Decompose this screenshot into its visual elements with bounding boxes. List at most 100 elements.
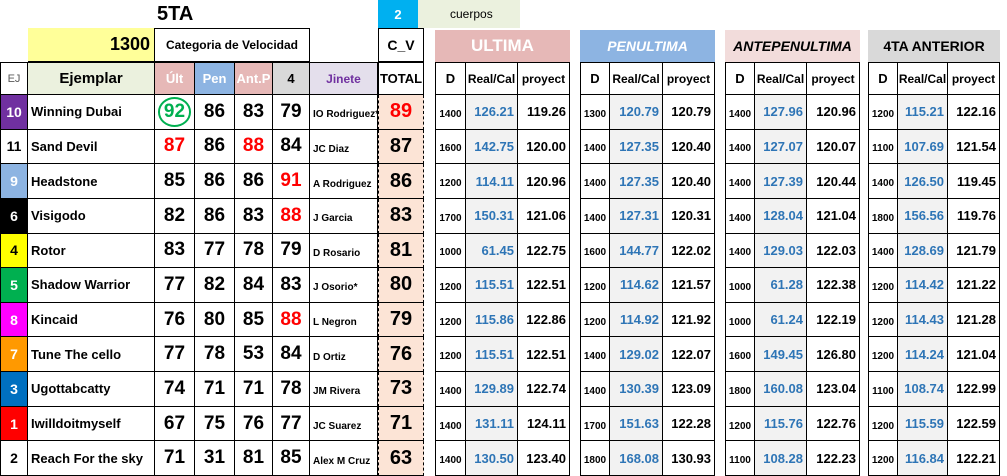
race-label: 5TA — [157, 2, 194, 25]
distance: 1400 — [580, 129, 610, 165]
jockey: J Osorio* — [310, 268, 378, 303]
total: 80 — [378, 268, 424, 303]
speed-rating: 71 — [155, 441, 195, 476]
projected-time: 122.38 — [807, 268, 860, 303]
distance: 1400 — [435, 372, 466, 407]
column-header: EJ — [0, 62, 28, 95]
column-header: Pen — [195, 62, 235, 95]
projected-time: 121.92 — [663, 302, 715, 338]
horse-name: Sand Devil — [28, 129, 155, 165]
distance: 1200 — [435, 268, 466, 303]
total: 73 — [378, 372, 424, 407]
speed-rating: 80 — [195, 302, 235, 338]
real-time: 114.42 — [898, 268, 948, 303]
column-header: Últ — [155, 62, 195, 95]
total: 76 — [378, 337, 424, 373]
category-label: Categoria de Velocidad — [155, 28, 310, 62]
sub-column-header: Real/Cal — [755, 62, 807, 95]
jockey: IO Rodriguez* — [310, 95, 378, 130]
distance: 1200 — [868, 268, 898, 303]
total: 89 — [378, 95, 424, 130]
speed-rating: 86 — [235, 164, 273, 199]
speed-rating: 87 — [155, 129, 195, 165]
speed-rating: 86 — [195, 95, 235, 130]
distance: 1300 — [580, 95, 610, 130]
distance: 1200 — [435, 164, 466, 199]
real-time: 114.11 — [466, 164, 518, 199]
speed-rating: 79 — [273, 233, 310, 269]
speed-rating: 92 — [155, 95, 195, 130]
distance: 1400 — [435, 406, 466, 442]
speed-rating: 84 — [273, 129, 310, 165]
distance: 1600 — [435, 129, 466, 165]
entry-number: 1 — [0, 406, 28, 442]
projected-time: 122.16 — [948, 95, 1000, 130]
speed-rating: 85 — [235, 302, 273, 338]
speed-rating: 88 — [273, 302, 310, 338]
sub-column-header: D — [725, 62, 755, 95]
entry-number: 7 — [0, 337, 28, 373]
sub-column-header: Real/Cal — [466, 62, 518, 95]
distance: 1600 — [580, 233, 610, 269]
real-time: 61.24 — [755, 302, 807, 338]
projected-time: 121.28 — [948, 302, 1000, 338]
distance: 1200 — [868, 406, 898, 442]
entry-number: 8 — [0, 302, 28, 338]
projected-time: 123.09 — [663, 372, 715, 407]
jockey: D Rosario — [310, 233, 378, 269]
distance: 1400 — [435, 441, 466, 476]
real-time: 129.02 — [610, 337, 663, 373]
entry-number: 11 — [0, 129, 28, 165]
entry-number: 2 — [0, 441, 28, 476]
projected-time: 123.40 — [518, 441, 570, 476]
real-time: 128.04 — [755, 198, 807, 234]
speed-rating: 76 — [235, 406, 273, 442]
speed-rating: 85 — [273, 441, 310, 476]
total: 71 — [378, 406, 424, 442]
speed-rating: 77 — [273, 406, 310, 442]
projected-time: 122.19 — [807, 302, 860, 338]
column-header: Ejemplar — [28, 62, 155, 95]
sub-column-header: proyect — [807, 62, 860, 95]
speed-rating: 75 — [195, 406, 235, 442]
projected-time: 120.07 — [807, 129, 860, 165]
speed-rating: 76 — [155, 302, 195, 338]
distance: 1400 — [725, 164, 755, 199]
speed-rating: 83 — [235, 95, 273, 130]
speed-rating: 91 — [273, 164, 310, 199]
real-time: 130.39 — [610, 372, 663, 407]
projected-time: 122.23 — [807, 441, 860, 476]
real-time: 142.75 — [466, 129, 518, 165]
jockey: A Rodriguez — [310, 164, 378, 199]
entry-number: 9 — [0, 164, 28, 199]
projected-time: 122.02 — [663, 233, 715, 269]
real-time: 128.69 — [898, 233, 948, 269]
speed-rating: 77 — [195, 233, 235, 269]
distance: 1800 — [580, 441, 610, 476]
projected-time: 120.40 — [663, 164, 715, 199]
projected-time: 121.04 — [807, 198, 860, 234]
entry-number: 5 — [0, 268, 28, 303]
real-time: 115.59 — [898, 406, 948, 442]
speed-rating: 82 — [155, 198, 195, 234]
real-time: 120.79 — [610, 95, 663, 130]
speed-rating: 88 — [235, 129, 273, 165]
sub-column-header: D — [868, 62, 898, 95]
column-header: 4 — [273, 62, 310, 95]
real-time: 107.69 — [898, 129, 948, 165]
distance: 1400 — [580, 164, 610, 199]
projected-time: 120.31 — [663, 198, 715, 234]
real-time: 150.31 — [466, 198, 518, 234]
total: 83 — [378, 198, 424, 234]
real-time: 115.51 — [466, 337, 518, 373]
distance: 1400 — [435, 95, 466, 130]
real-time: 114.43 — [898, 302, 948, 338]
speed-rating: 77 — [155, 268, 195, 303]
speed-rating: 78 — [195, 337, 235, 373]
sub-column-header: proyect — [663, 62, 715, 95]
jockey: D Ortiz — [310, 337, 378, 373]
column-header: Ant.P — [235, 62, 273, 95]
entry-number: 10 — [0, 95, 28, 130]
projected-time: 119.76 — [948, 198, 1000, 234]
real-time: 126.21 — [466, 95, 518, 130]
